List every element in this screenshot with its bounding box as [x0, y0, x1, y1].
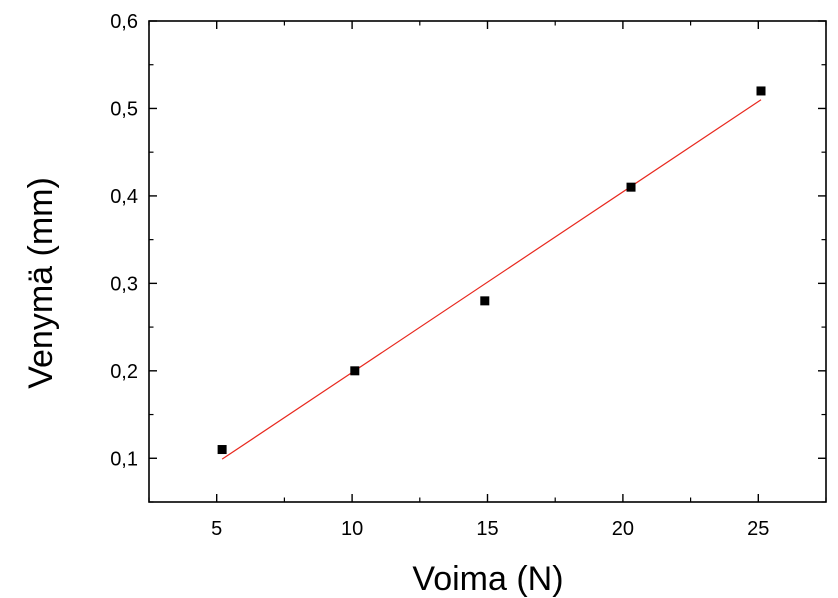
data-point: [350, 366, 360, 376]
data-point: [217, 445, 227, 455]
y-tick-label: 0,5: [110, 98, 138, 120]
data-point: [626, 182, 636, 192]
x-tick-label: 10: [341, 518, 363, 540]
y-axis-title: Venymä (mm): [22, 177, 60, 389]
y-tick-label: 0,1: [110, 448, 138, 470]
y-tick-label: 0,2: [110, 361, 138, 383]
data-point: [480, 296, 490, 306]
axes: [148, 20, 827, 503]
tick-labels: 5 10 15 20 25 0,1 0,2 0,3 0,4 0,5 0,6: [110, 11, 769, 540]
fit-lines: [221, 99, 762, 460]
y-tick-label: 0,4: [110, 186, 138, 208]
x-tick-label: 5: [211, 518, 222, 540]
y-tick-label: 0,6: [110, 11, 138, 33]
fit-line: [221, 99, 762, 460]
x-tick-label: 25: [747, 518, 769, 540]
plot-frame: [148, 20, 827, 503]
data-point: [756, 86, 766, 96]
x-axis-title: Voima (N): [412, 560, 563, 598]
x-tick-label: 20: [612, 518, 634, 540]
x-tick-label: 15: [476, 518, 498, 540]
y-tick-label: 0,3: [110, 273, 138, 295]
data-points: [217, 86, 766, 455]
